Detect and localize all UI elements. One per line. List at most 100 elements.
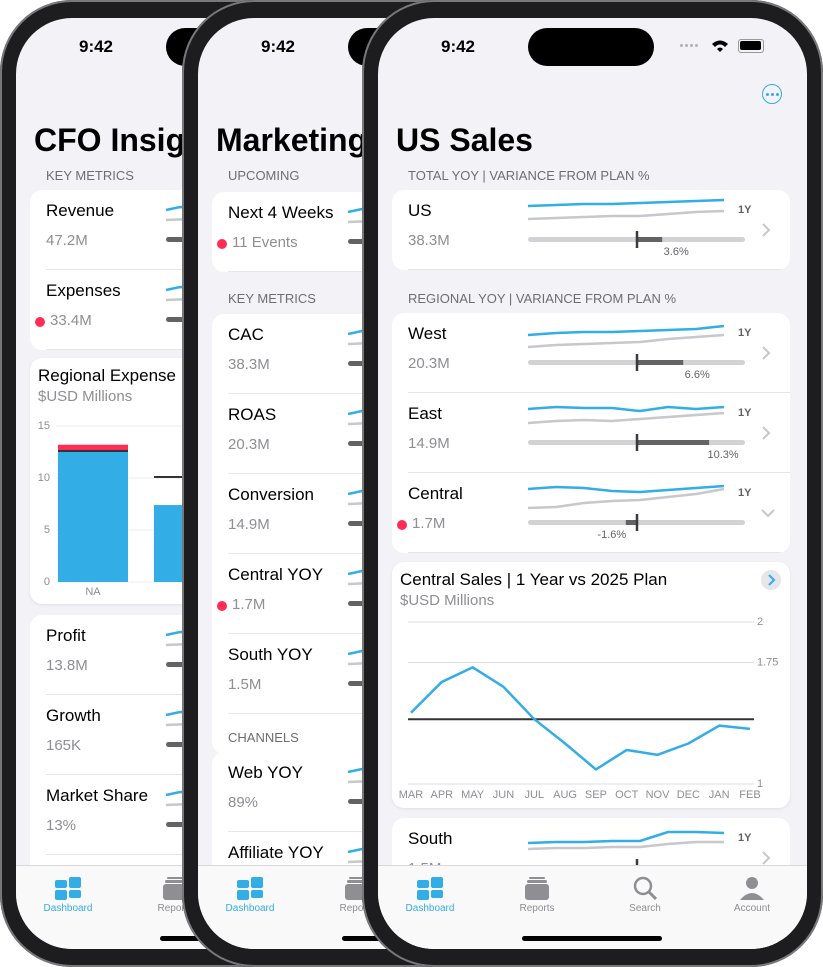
icon-shape xyxy=(349,877,365,879)
bar-segment xyxy=(58,452,128,582)
variance-bar xyxy=(637,440,710,445)
icon-shape xyxy=(69,890,81,898)
signal-dot xyxy=(685,44,688,47)
list-row[interactable]: Central 1.7M 1Y -1.6% xyxy=(392,473,790,553)
period-label: 1Y xyxy=(738,327,752,339)
prior-sparkline xyxy=(527,487,725,510)
tab-icon xyxy=(163,877,187,900)
y-tick-label: 0 xyxy=(44,576,50,588)
signal-dot xyxy=(680,44,683,47)
period-label: 1Y xyxy=(738,487,752,499)
tab[interactable]: Account xyxy=(712,866,792,926)
x-tick-label: SEP xyxy=(585,789,607,801)
icon-shape xyxy=(237,890,249,900)
actual-sparkline xyxy=(527,324,725,337)
period-label: 1Y xyxy=(738,407,752,419)
icon-shape xyxy=(417,890,429,900)
tab[interactable]: Dashboard xyxy=(28,866,108,926)
row-label: Central YOY xyxy=(228,565,324,584)
chevron xyxy=(761,509,775,518)
row-label: Profit xyxy=(46,626,86,645)
row-value: 14.9M xyxy=(408,435,450,452)
section-header: KEY METRICS xyxy=(228,291,316,306)
tab-label: Search xyxy=(629,903,661,914)
x-tick-label: FEB xyxy=(739,789,760,801)
list-row[interactable]: West 20.3M 1Y 6.6% xyxy=(392,313,790,393)
graphic: 1Y -1.6% xyxy=(527,484,775,541)
tab-icon xyxy=(55,877,81,900)
variance-bar xyxy=(637,237,663,242)
chevron xyxy=(762,223,771,237)
row-label: Central xyxy=(408,484,463,503)
variance-label: 10.3% xyxy=(707,449,738,461)
tab[interactable]: Reports xyxy=(135,866,215,926)
row-label: US xyxy=(408,201,432,220)
row-value: 38.3M xyxy=(228,356,270,373)
list-row[interactable]: East 14.9M 1Y 10.3% xyxy=(392,393,790,473)
tab[interactable]: Search xyxy=(605,866,685,926)
page-title: US Sales xyxy=(396,122,533,158)
expand-button[interactable] xyxy=(761,570,781,590)
x-tick-label: JUL xyxy=(524,789,544,801)
icon-shape xyxy=(163,884,187,900)
row-label: CAC xyxy=(228,325,264,344)
row-value: 14.9M xyxy=(228,516,270,533)
x-tick-label: OCT xyxy=(615,789,639,801)
variance-label: -1.6% xyxy=(597,529,626,541)
section-header: CHANNELS xyxy=(228,730,299,745)
chart-title: Regional Expense xyxy=(38,366,176,385)
chart-card: Central Sales | 1 Year vs 2025 Plan $USD … xyxy=(392,562,790,808)
tab-label: Account xyxy=(733,903,771,914)
row-label: East xyxy=(408,404,443,423)
icon-shape xyxy=(251,877,263,888)
tab-label: Reports xyxy=(157,903,193,914)
page-title: Marketing xyxy=(216,122,368,158)
tab-icon xyxy=(525,877,549,900)
icon-shape xyxy=(69,877,81,888)
chevron xyxy=(762,346,771,360)
y-tick-label: 1 xyxy=(757,778,763,790)
tab-label: Reports xyxy=(339,903,375,914)
dot xyxy=(766,93,769,96)
more-button[interactable] xyxy=(762,84,782,104)
variance-label: 6.6% xyxy=(685,369,710,381)
row-value: 47.2M xyxy=(46,232,88,249)
row-value: 165K xyxy=(46,737,82,754)
y-tick-label: 2 xyxy=(757,616,763,628)
bar-segment xyxy=(58,444,128,452)
tab-label: Dashboard xyxy=(405,903,455,914)
row-label: Web YOY xyxy=(228,763,303,782)
tab-bar: Dashboard Reports Search Account xyxy=(378,865,807,949)
x-tick-label: DEC xyxy=(677,789,700,801)
row-label: Expenses xyxy=(46,281,121,300)
tab[interactable]: Reports xyxy=(497,866,577,926)
chart-subtitle: $USD Millions xyxy=(38,388,133,405)
x-tick-label: JUN xyxy=(493,789,514,801)
row-value: 89% xyxy=(228,794,259,811)
tab-label: Dashboard xyxy=(43,903,93,914)
icon-shape xyxy=(167,877,183,879)
tab[interactable]: Dashboard xyxy=(210,866,290,926)
separator xyxy=(408,392,790,393)
tab-icon xyxy=(633,876,658,901)
row-label: Next 4 Weeks xyxy=(228,203,334,222)
chevron xyxy=(762,851,771,865)
battery-level xyxy=(740,41,761,50)
row-value: 11 Events xyxy=(232,234,298,251)
list-row[interactable]: US 38.3M 1Y 3.6% xyxy=(392,190,790,270)
phone: 9:42 US Sales TOTAL YOY | VARIANCE FROM PL… xyxy=(362,0,823,967)
actual-sparkline xyxy=(527,830,725,845)
separator xyxy=(408,552,790,553)
variance-bar xyxy=(625,520,637,525)
tab[interactable]: Dashboard xyxy=(390,866,470,926)
row-label: West xyxy=(408,324,447,343)
row-value: 33.4M xyxy=(50,312,92,329)
icon-shape xyxy=(55,890,67,900)
section-header: TOTAL YOY | VARIANCE FROM PLAN % xyxy=(408,168,650,183)
signal-dot xyxy=(690,44,693,47)
card: West 20.3M 1Y 6.6% East 14.9M 1Y 10.3% Central 1.… xyxy=(392,313,790,553)
row-value: 1.7M xyxy=(412,515,446,532)
row-value: 1.7M xyxy=(232,596,266,613)
x-tick-label: MAY xyxy=(461,789,485,801)
y-tick-label: 1.75 xyxy=(757,656,778,668)
